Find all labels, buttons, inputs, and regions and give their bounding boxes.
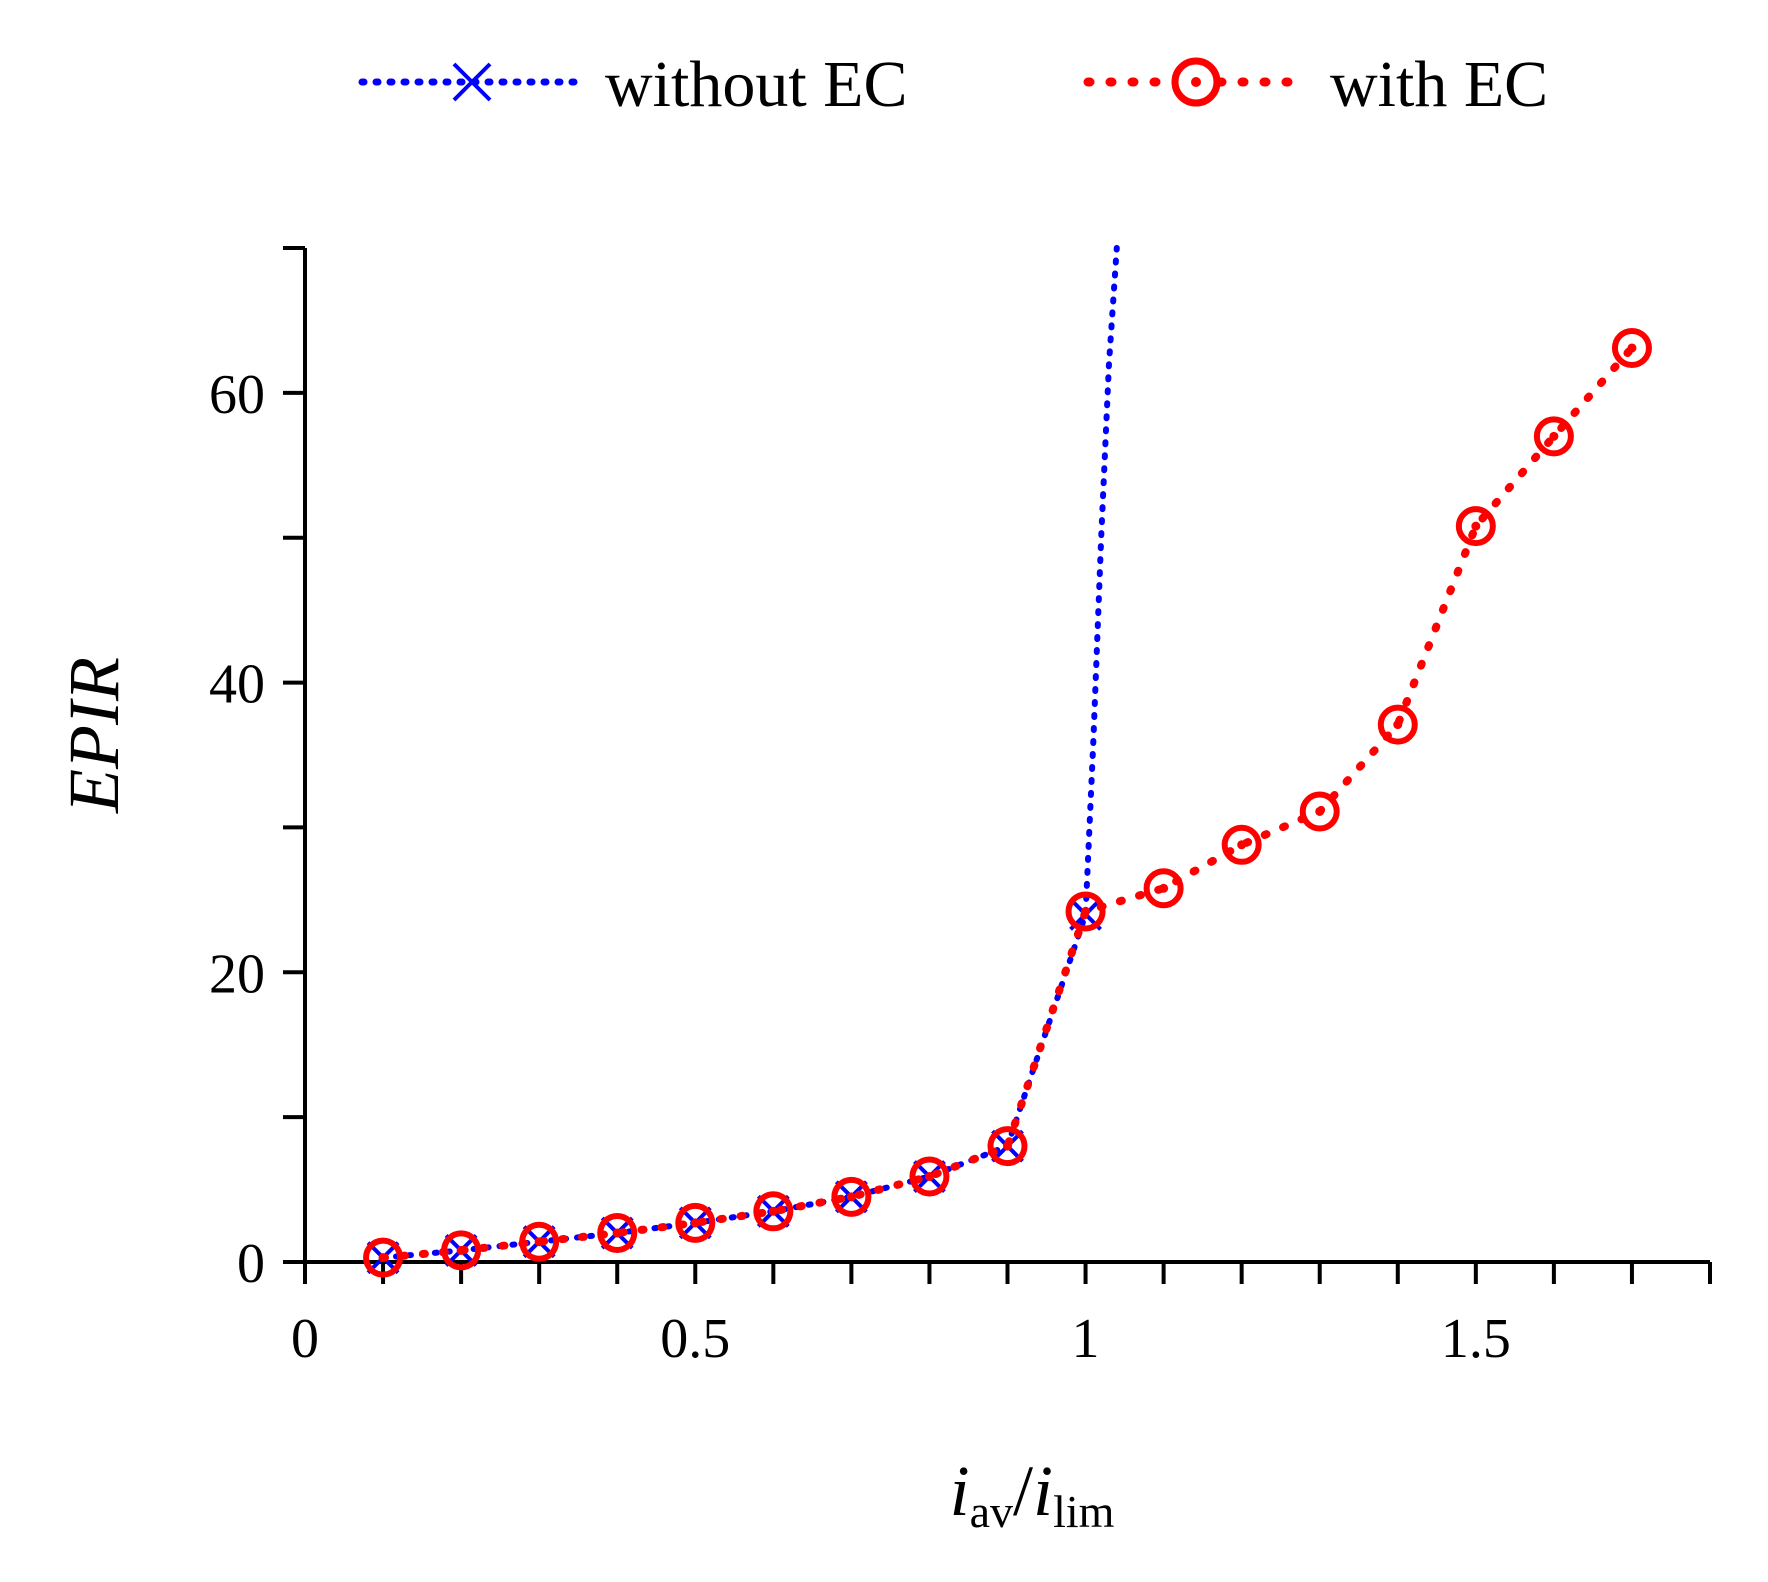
data-point-with-ec xyxy=(1221,824,1262,865)
legend-item-without-ec: without EC xyxy=(358,48,908,121)
data-point-with-ec xyxy=(1611,327,1652,368)
y-axis-title: EPIR xyxy=(54,657,134,814)
circle-dot xyxy=(768,1206,778,1216)
circle-dot xyxy=(1315,806,1325,816)
legend-marker-circle-icon xyxy=(1171,57,1221,107)
series-without-ec xyxy=(366,245,1120,1275)
y-tick-label: 60 xyxy=(209,364,265,426)
circle-dot xyxy=(612,1228,622,1238)
data-point-with-ec xyxy=(987,1126,1028,1167)
data-point-with-ec xyxy=(441,1230,482,1271)
circle-dot xyxy=(1081,906,1091,916)
data-point-with-ec xyxy=(363,1237,404,1278)
circle-ring xyxy=(1377,704,1418,745)
data-point-with-ec xyxy=(753,1191,794,1232)
circle-dot xyxy=(1237,840,1247,850)
legend-label-with-ec: with EC xyxy=(1330,48,1548,121)
circle-dot xyxy=(1471,521,1481,531)
circle-ring xyxy=(363,1237,404,1278)
data-point-with-ec xyxy=(1143,868,1184,909)
circle-dot xyxy=(534,1237,544,1247)
x-tick-label: 1 xyxy=(1072,1308,1100,1370)
x-title-sep: / xyxy=(1013,1451,1033,1531)
data-point-with-ec xyxy=(1299,791,1340,832)
x-title-sub1: av xyxy=(970,1486,1013,1537)
circle-dot xyxy=(690,1218,700,1228)
circle-ring xyxy=(519,1221,560,1262)
circle-ring xyxy=(1533,416,1574,457)
series-with-ec xyxy=(363,327,1652,1278)
circle-ring xyxy=(1065,891,1106,932)
x-tick-label: 0 xyxy=(291,1308,319,1370)
y-tick-label: 40 xyxy=(209,654,265,716)
circle-ring xyxy=(1455,506,1496,547)
circle-dot xyxy=(924,1172,934,1182)
axes xyxy=(303,248,1710,1264)
circle-dot xyxy=(846,1192,856,1202)
circle-dot xyxy=(1159,883,1169,893)
circle-dot xyxy=(456,1245,466,1255)
circle-ring xyxy=(1143,868,1184,909)
circle-ring xyxy=(1221,824,1262,865)
circle-ring xyxy=(753,1191,794,1232)
series xyxy=(363,245,1652,1278)
circle-ring xyxy=(597,1213,638,1254)
series-line-with-ec xyxy=(379,343,1636,1262)
circle-ring xyxy=(831,1176,872,1217)
data-point-with-ec xyxy=(1377,704,1418,745)
series-line-without-ec xyxy=(380,245,1120,1261)
legend-label-without-ec: without EC xyxy=(605,48,908,121)
legend-item-with-ec: with EC xyxy=(1083,48,1548,121)
data-point-with-ec xyxy=(1533,416,1574,457)
data-point-with-ec xyxy=(909,1156,950,1197)
circle-ring xyxy=(441,1230,482,1271)
data-point-with-ec xyxy=(597,1213,638,1254)
circle-ring xyxy=(1611,327,1652,368)
circle-ring xyxy=(675,1202,716,1243)
data-point-with-ec xyxy=(1455,506,1496,547)
circle-dot xyxy=(1003,1141,1012,1151)
x-tick-label: 1.5 xyxy=(1441,1308,1511,1370)
circle-dot xyxy=(1393,720,1403,730)
circle-dot xyxy=(378,1253,388,1263)
data-point-with-ec xyxy=(675,1202,716,1243)
ticks: 0 0.5 1 1.5 0 20 40 60 xyxy=(209,246,1712,1370)
circle-dot xyxy=(1549,431,1559,441)
y-tick-label: 20 xyxy=(209,943,265,1005)
x-tick-label: 0.5 xyxy=(660,1308,730,1370)
circle-ring xyxy=(909,1156,950,1197)
y-tick-label: 0 xyxy=(237,1233,265,1295)
circle-dot xyxy=(1627,343,1637,353)
circle-ring xyxy=(1299,791,1340,832)
data-point-with-ec xyxy=(1065,891,1106,932)
data-point-with-ec xyxy=(831,1176,872,1217)
x-title-sub2: lim xyxy=(1053,1486,1115,1537)
legend-marker-x-icon xyxy=(452,62,492,102)
x-title-i1: i xyxy=(950,1451,970,1531)
x-axis-title: iav/ilim xyxy=(950,1451,1115,1537)
x-title-i2: i xyxy=(1033,1451,1053,1531)
legend: without EC with EC xyxy=(358,48,1548,121)
circle-ring xyxy=(987,1126,1028,1167)
data-point-with-ec xyxy=(519,1221,560,1262)
